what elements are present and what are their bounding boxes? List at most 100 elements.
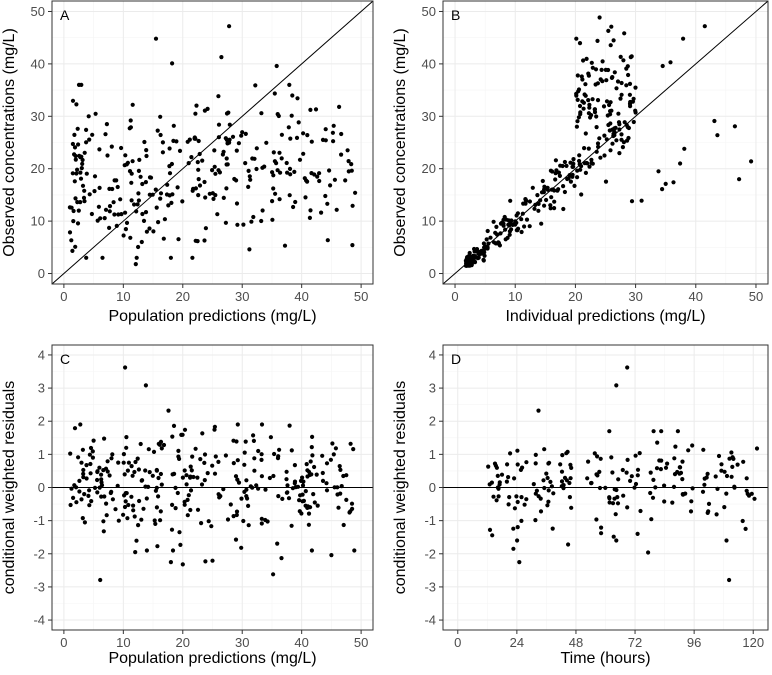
data-point: [153, 488, 158, 493]
data-point: [265, 519, 270, 524]
data-point: [562, 475, 568, 480]
data-point: [84, 476, 89, 481]
data-point: [495, 473, 500, 478]
data-point: [108, 490, 113, 496]
data-point: [91, 438, 96, 443]
data-point: [290, 93, 295, 98]
data-point: [185, 497, 190, 502]
data-point: [84, 127, 89, 132]
data-point: [484, 237, 489, 242]
data-point: [206, 519, 211, 524]
data-point: [515, 448, 520, 453]
data-point: [224, 186, 229, 191]
data-point: [235, 222, 240, 227]
data-point: [155, 544, 160, 549]
data-point: [307, 215, 312, 220]
data-point: [193, 136, 198, 141]
data-point: [126, 502, 131, 508]
data-point: [504, 479, 509, 484]
data-point: [527, 199, 533, 204]
data-point: [673, 444, 678, 449]
data-point: [184, 473, 189, 478]
data-point: [101, 529, 106, 534]
data-point: [527, 224, 532, 229]
data-point: [741, 459, 746, 464]
data-point: [620, 145, 626, 150]
data-point: [655, 440, 660, 445]
data-point: [200, 158, 205, 163]
data-point: [719, 468, 724, 473]
data-point: [177, 456, 182, 461]
data-point: [154, 205, 159, 210]
data-point: [577, 103, 583, 109]
data-point: [130, 159, 135, 164]
data-point: [193, 238, 198, 243]
data-point: [550, 169, 555, 174]
data-point: [84, 463, 89, 468]
data-point: [166, 408, 171, 413]
data-point: [141, 506, 146, 511]
data-point: [575, 168, 580, 173]
data-point: [633, 481, 639, 487]
data-point: [595, 38, 600, 44]
data-point: [598, 155, 603, 160]
data-point: [627, 92, 633, 97]
y-tick-label: 40: [31, 56, 45, 71]
data-point: [481, 257, 486, 262]
data-point: [482, 250, 487, 255]
data-point: [143, 210, 149, 215]
data-point: [234, 509, 240, 514]
x-tick-label: 20: [176, 635, 190, 650]
data-point: [730, 455, 735, 460]
data-point: [195, 507, 201, 512]
data-point: [332, 485, 337, 490]
panel-a: 0 10 20 30 40 50 0 10 20 30 40 50 A Population predic…: [1, 0, 374, 325]
data-point: [73, 196, 78, 201]
data-point: [219, 55, 224, 60]
data-point: [658, 467, 664, 472]
data-point: [552, 206, 557, 211]
data-point: [306, 469, 312, 474]
data-point: [300, 475, 305, 480]
data-point: [651, 477, 656, 482]
data-point: [132, 469, 137, 475]
data-point: [556, 187, 561, 192]
data-point: [553, 158, 559, 163]
data-point: [99, 494, 104, 499]
data-point: [309, 171, 314, 176]
data-point: [289, 113, 294, 118]
data-point: [70, 248, 75, 253]
data-point: [635, 531, 640, 537]
data-point: [110, 452, 115, 457]
data-point: [69, 486, 74, 491]
data-point: [239, 545, 244, 550]
data-point: [147, 226, 152, 231]
data-point: [670, 500, 675, 505]
data-point: [597, 136, 602, 141]
data-point: [331, 139, 336, 144]
data-point: [566, 176, 571, 181]
data-point: [722, 469, 727, 474]
data-point: [187, 137, 192, 142]
x-tick-label: 50: [354, 635, 368, 650]
data-point: [275, 112, 280, 117]
data-point: [633, 110, 638, 115]
data-point: [607, 496, 612, 501]
data-point: [71, 208, 76, 214]
data-point: [133, 262, 138, 267]
data-point: [96, 204, 101, 209]
data-point: [72, 483, 77, 488]
data-point: [221, 487, 226, 492]
data-point: [202, 108, 207, 113]
data-point: [522, 502, 527, 507]
data-point: [503, 227, 508, 232]
data-point: [629, 474, 634, 479]
data-point: [607, 500, 612, 505]
panel-label: A: [60, 7, 70, 23]
data-point: [92, 174, 98, 179]
data-point: [304, 178, 309, 183]
data-point: [225, 517, 231, 522]
data-point: [135, 456, 140, 461]
data-point: [348, 441, 353, 446]
